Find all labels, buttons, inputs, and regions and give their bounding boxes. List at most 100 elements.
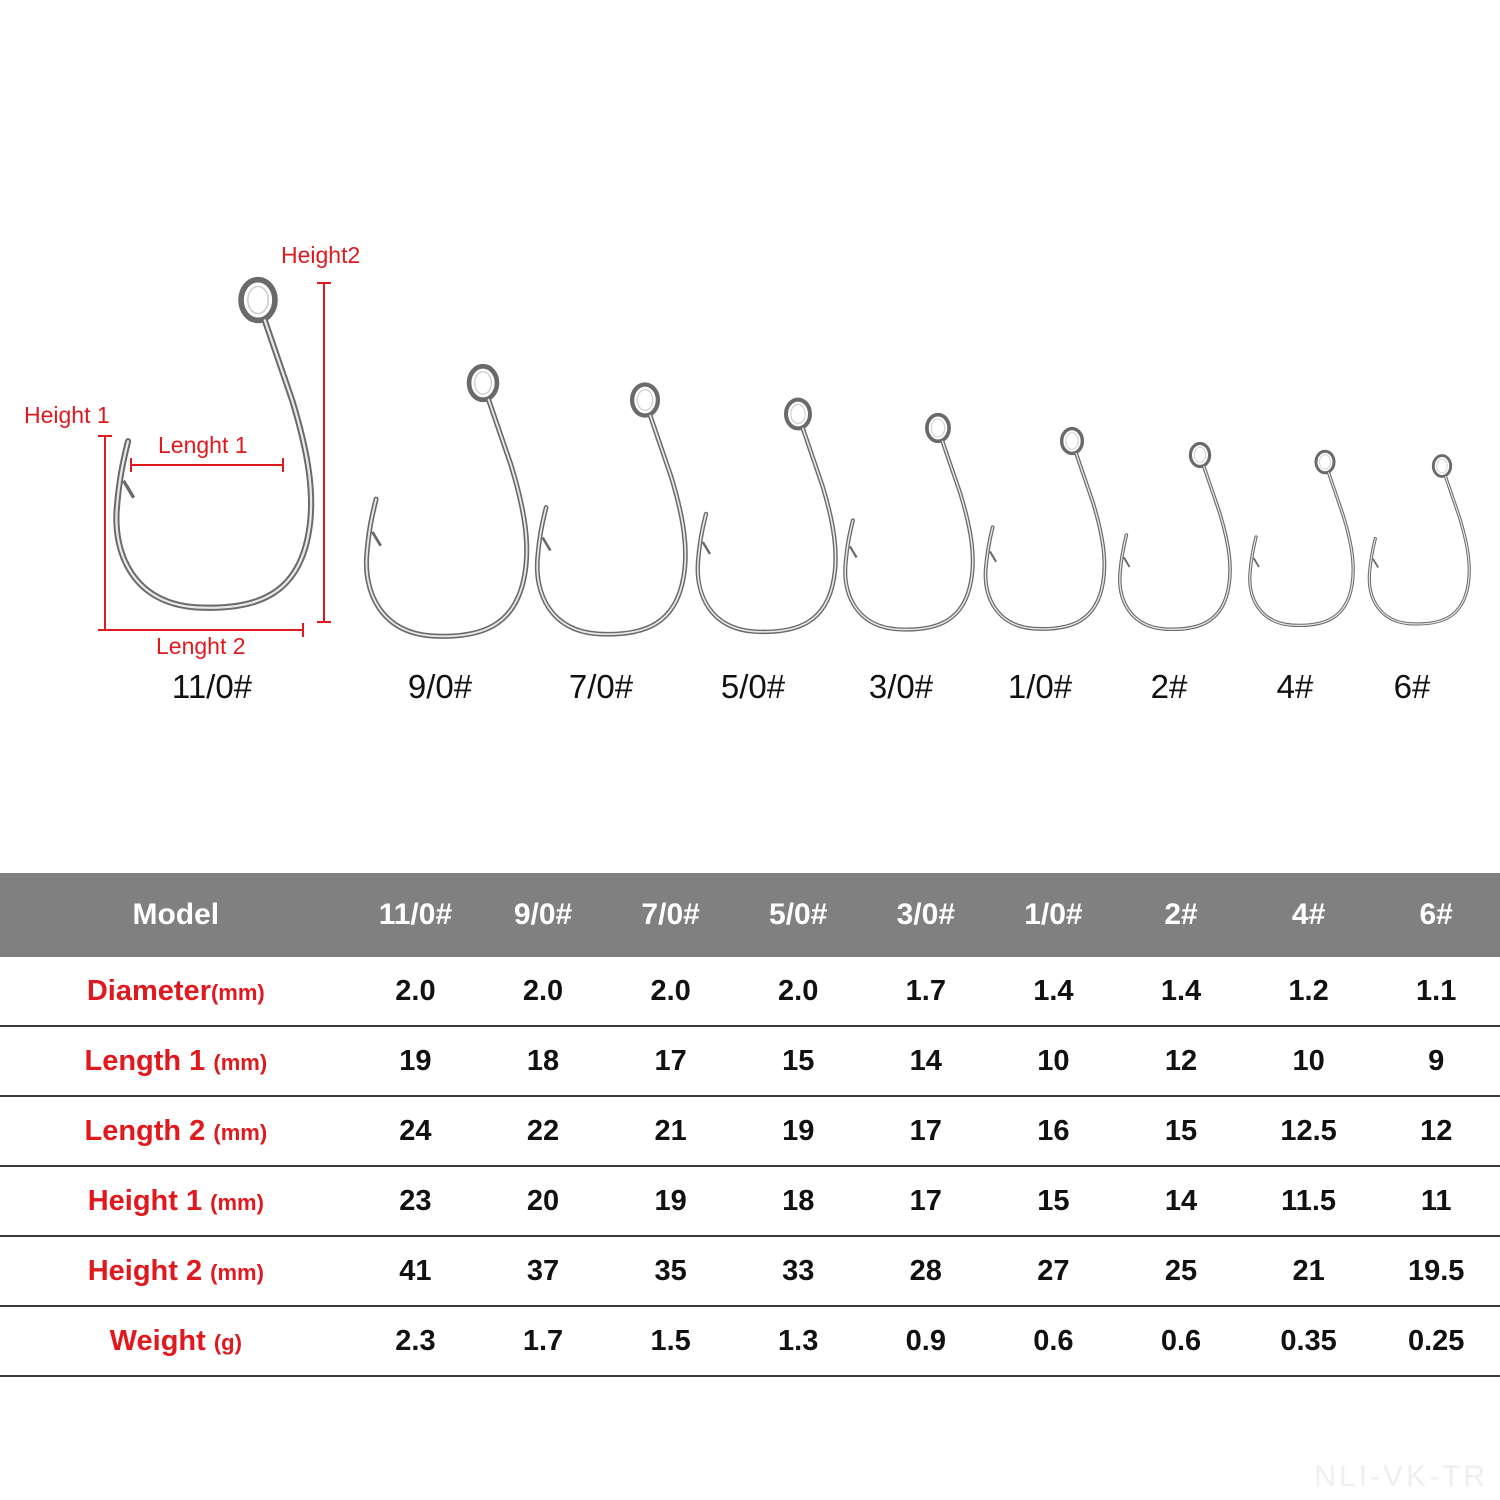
table-cell: 10 [1244, 1026, 1373, 1097]
table-cell: 23 [351, 1166, 480, 1237]
table-cell: 1.3 [734, 1306, 863, 1377]
table-cell: 18 [479, 1026, 607, 1097]
header-column: 9/0# [479, 873, 607, 957]
table-cell: 0.9 [862, 1306, 990, 1377]
row-label-text: Height 2 [87, 1254, 211, 1287]
table-cell: 21 [606, 1096, 735, 1167]
dimension-lines [98, 282, 331, 637]
table-row: Height 1 (mm) 23 20 19 18 17 15 14 11.5 11 [0, 1166, 1500, 1237]
row-label-unit: (mm) [213, 1049, 268, 1075]
row-label-text: Diameter [86, 974, 211, 1007]
length1-label: Lenght 1 [158, 432, 248, 458]
table-cell: 2.0 [606, 957, 735, 1027]
table-cell: 19 [734, 1096, 863, 1167]
table-cell: 33 [734, 1236, 863, 1307]
row-label-text: Length 2 [84, 1114, 214, 1147]
watermark: NLI-VK-TR [1314, 1460, 1488, 1493]
row-label-unit: (mm) [213, 1119, 268, 1145]
table-cell: 19 [606, 1166, 735, 1237]
hook-size-label: 5/0# [720, 668, 786, 705]
table-cell: 14 [862, 1026, 990, 1097]
hook-size-label: 1/0# [1007, 668, 1073, 705]
table-cell: 2.0 [351, 957, 480, 1027]
table-cell: 1.4 [1117, 957, 1245, 1027]
table-cell: 1.7 [479, 1306, 607, 1377]
table-cell: 18 [734, 1166, 863, 1237]
table-header-row: Model 11/0# 9/0# 7/0# 5/0# 3/0# 1/0# 2# … [0, 873, 1500, 957]
hook-size-label: 4# [1276, 668, 1314, 705]
table-cell: 14 [1117, 1166, 1245, 1237]
table-cell: 0.35 [1244, 1306, 1373, 1377]
row-label-unit: (g) [213, 1329, 242, 1355]
table-cell: 0.6 [1117, 1306, 1245, 1377]
row-label: Length 1 (mm) [0, 1026, 352, 1097]
table-cell: 17 [862, 1166, 990, 1237]
table-cell: 25 [1117, 1236, 1245, 1307]
row-label-text: Weight [109, 1324, 214, 1357]
table-cell: 15 [989, 1166, 1118, 1237]
table-cell: 35 [606, 1236, 735, 1307]
table-cell: 12 [1117, 1026, 1245, 1097]
hook-1-0 [983, 426, 1107, 631]
hook-size-label: 11/0# [171, 668, 253, 705]
header-column: 11/0# [351, 873, 480, 957]
row-label-unit: (mm) [210, 1189, 264, 1215]
header-column: 2# [1117, 873, 1245, 957]
table-cell: 10 [989, 1026, 1118, 1097]
table-cell: 1.7 [862, 957, 990, 1027]
table-cell: 24 [351, 1096, 480, 1167]
table-cell: 17 [606, 1026, 735, 1097]
row-label: Weight (g) [0, 1306, 352, 1377]
header-column: 3/0# [862, 873, 990, 957]
spec-table: Model 11/0# 9/0# 7/0# 5/0# 3/0# 1/0# 2# … [0, 873, 1500, 1377]
table-cell: 0.6 [989, 1306, 1118, 1377]
table-cell: 11.5 [1244, 1166, 1373, 1237]
table-cell: 37 [479, 1236, 607, 1307]
row-label: Height 1 (mm) [0, 1166, 352, 1237]
row-label-text: Height 1 [87, 1184, 211, 1217]
hook-4 [1248, 449, 1355, 628]
table-row: Height 2 (mm) 41 37 35 33 28 27 25 21 19.5 [0, 1236, 1500, 1307]
length2-label: Lenght 2 [156, 633, 246, 659]
table-cell: 1.2 [1244, 957, 1373, 1027]
table-cell: 20 [479, 1166, 607, 1237]
header-column: 6# [1372, 873, 1500, 957]
height2-label: Height2 [281, 242, 361, 268]
table-cell: 17 [862, 1096, 990, 1167]
table-row: Diameter(mm) 2.0 2.0 2.0 2.0 1.7 1.4 1.4 1.2 1.1 [0, 957, 1500, 1027]
table-cell: 2.0 [734, 957, 863, 1027]
table-cell: 1.1 [1372, 957, 1500, 1027]
header-column: 7/0# [606, 873, 735, 957]
table-cell: 2.0 [479, 957, 607, 1027]
table-cell: 2.3 [351, 1306, 480, 1377]
hook-size-label: 2# [1150, 668, 1188, 705]
height1-label: Height 1 [24, 402, 110, 428]
table-cell: 19.5 [1372, 1236, 1500, 1307]
table-cell: 11 [1372, 1166, 1500, 1237]
table-cell: 9 [1372, 1026, 1500, 1097]
table-cell: 19 [351, 1026, 480, 1097]
row-label-text: Length 1 [84, 1044, 214, 1077]
table-cell: 41 [351, 1236, 480, 1307]
table-cell: 15 [1117, 1096, 1245, 1167]
table-cell: 1.5 [606, 1306, 735, 1377]
header-column: 1/0# [989, 873, 1118, 957]
row-label-unit: (mm) [210, 979, 265, 1005]
hook-9-0 [366, 366, 526, 636]
hook-size-label: 9/0# [407, 668, 473, 705]
row-label: Height 2 (mm) [0, 1236, 352, 1307]
hook-size-label: 3/0# [868, 668, 934, 705]
hook-7-0 [537, 385, 685, 635]
table-cell: 27 [989, 1236, 1118, 1307]
table-cell: 16 [989, 1096, 1118, 1167]
table-cell: 12 [1372, 1096, 1500, 1167]
hook-size-label: 6# [1393, 668, 1431, 705]
table-row: Length 1 (mm) 19 18 17 15 14 10 12 10 9 [0, 1026, 1500, 1097]
hook-5-0 [698, 400, 836, 632]
row-label-unit: (mm) [210, 1259, 264, 1285]
table-cell: 12.5 [1244, 1096, 1373, 1167]
row-label: Length 2 (mm) [0, 1096, 352, 1167]
hook-2 [1118, 441, 1232, 632]
hook-3-0 [845, 415, 973, 630]
header-model: Model [0, 873, 352, 957]
